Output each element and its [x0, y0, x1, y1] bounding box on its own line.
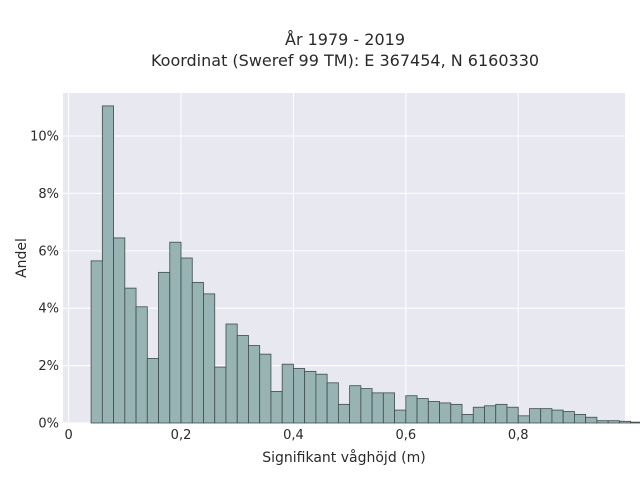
histogram-bar [337, 403, 351, 424]
histogram-bar [180, 257, 193, 424]
histogram-bar [304, 370, 317, 424]
histogram-bar [146, 358, 159, 424]
histogram-bar [630, 421, 640, 424]
histogram-bar [259, 353, 272, 424]
histogram-bar [416, 398, 429, 424]
histogram-bar [203, 293, 216, 424]
histogram-bar [394, 409, 407, 424]
histogram-bar [618, 420, 632, 424]
histogram-bar [135, 306, 148, 424]
x-tick-label: 0,6 [395, 428, 416, 443]
y-tick-label: 8% [38, 187, 59, 202]
histogram-bar [236, 335, 249, 424]
histogram-bar [360, 388, 373, 424]
histogram-bar [562, 411, 575, 424]
chart-title-line2: Koordinat (Sweref 99 TM): E 367454, N 61… [151, 51, 539, 70]
histogram-bar [124, 287, 137, 424]
histogram-bar [450, 403, 463, 424]
grid-lines [63, 93, 625, 424]
histogram-bar [326, 382, 339, 424]
y-tick-label: 10% [30, 130, 59, 145]
y-tick-label: 0% [38, 417, 59, 432]
histogram-bar [158, 271, 171, 424]
y-tick-labels: 0% 2% 4% 6% 8% 10% [30, 130, 59, 432]
histogram-bar [551, 409, 564, 424]
histogram-bar [169, 241, 182, 424]
histogram-bar [248, 345, 261, 424]
x-tick-label: 0,8 [508, 428, 529, 443]
histogram-bar [214, 366, 227, 424]
histogram-bar [574, 413, 587, 424]
histogram-bar [495, 403, 508, 424]
histogram-bar [484, 405, 497, 424]
histogram-bar [101, 105, 114, 424]
histogram-bar [90, 260, 103, 424]
histogram-bar [225, 323, 238, 424]
histogram-bar [472, 406, 485, 424]
x-tick-label: 0,2 [171, 428, 192, 443]
histogram-bar [427, 401, 440, 424]
x-tick-label: 0 [64, 428, 72, 443]
y-tick-label: 4% [38, 302, 59, 317]
histogram-bar [191, 281, 204, 424]
chart-title-line1: År 1979 - 2019 [285, 30, 405, 49]
histogram-bar [371, 392, 384, 424]
histogram-bar [315, 373, 328, 424]
histogram-bar [293, 368, 306, 424]
histogram-bar [585, 416, 598, 424]
x-tick-labels: 0 0,2 0,4 0,6 0,8 [64, 428, 528, 443]
histogram-bar [506, 406, 519, 424]
histogram-bar [529, 408, 542, 424]
histogram-bar [349, 385, 362, 424]
histogram-bar [113, 237, 126, 424]
histogram-bar [382, 392, 395, 424]
histogram-bar [596, 420, 609, 424]
y-tick-label: 2% [38, 359, 59, 374]
x-tick-label: 0,4 [283, 428, 304, 443]
y-tick-label: 6% [38, 244, 59, 259]
histogram-bar [540, 408, 553, 424]
y-axis-label: Andel [14, 238, 30, 278]
histogram-bar [270, 391, 283, 424]
histogram-bar [281, 363, 294, 424]
x-axis-label: Signifikant våghöjd (m) [262, 449, 425, 466]
histogram-bar [461, 413, 474, 424]
bars [90, 105, 640, 424]
histogram-bar [439, 402, 452, 424]
histogram-bar [607, 420, 620, 424]
histogram-bar [517, 415, 530, 424]
histogram-bar [405, 395, 418, 424]
